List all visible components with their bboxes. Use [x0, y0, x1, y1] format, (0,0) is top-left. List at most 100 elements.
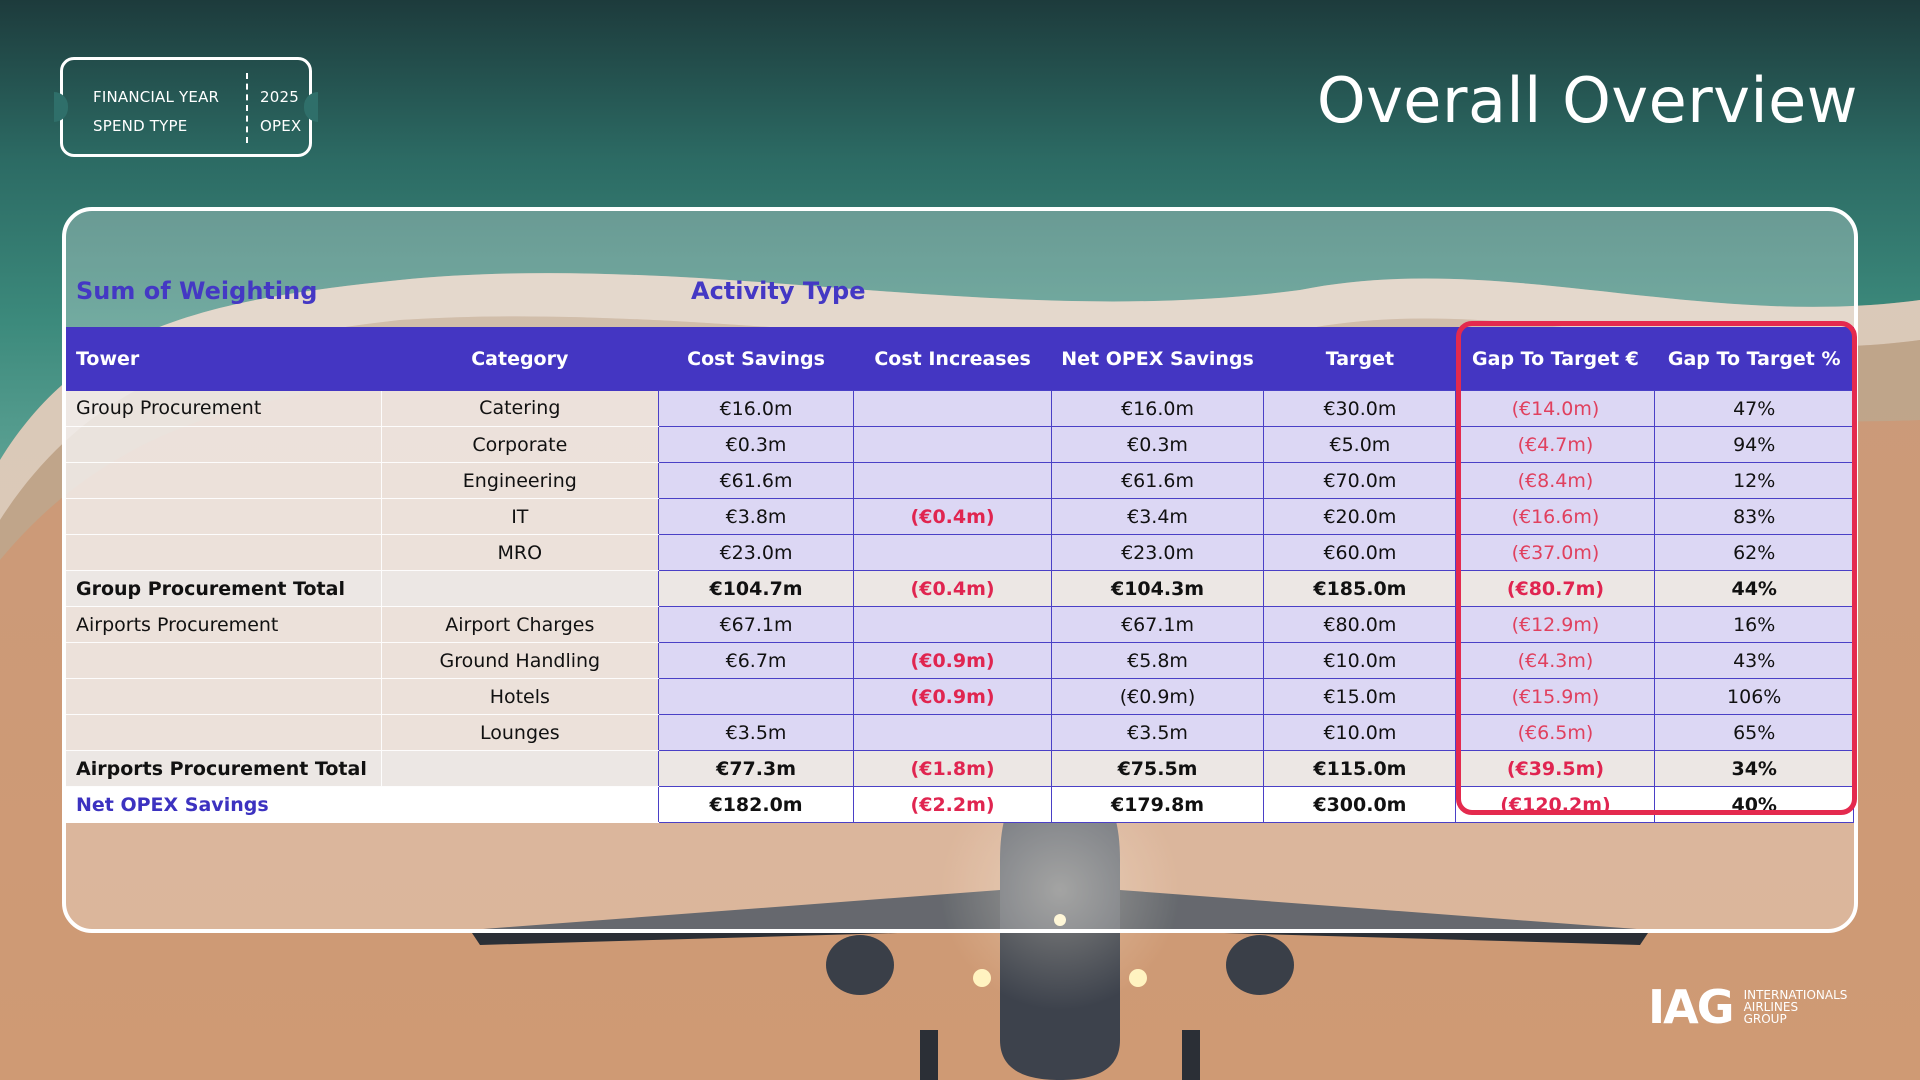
header-target[interactable]: Target [1263, 327, 1456, 391]
header-category[interactable]: Category [381, 327, 659, 391]
tower-total-cell[interactable]: Group Procurement Total [66, 570, 382, 607]
spend-type-value[interactable]: OPEX [260, 117, 302, 135]
gap-eur-cell: (€4.3m) [1455, 642, 1656, 679]
iag-logo: IAG INTERNATIONALS AIRLINES GROUP [1648, 980, 1847, 1034]
category-cell [380, 570, 659, 607]
header-tower[interactable]: Tower [66, 327, 382, 391]
gap-eur-cell: (€39.5m) [1455, 750, 1656, 787]
net-opex-cell: €23.0m [1050, 534, 1265, 571]
cost-savings-cell: €3.5m [657, 714, 855, 751]
cost-increases-cell [853, 462, 1052, 499]
category-cell[interactable]: Corporate [380, 426, 659, 463]
category-cell[interactable]: Ground Handling [380, 642, 659, 679]
table-row: Corporate €0.3m €0.3m €5.0m (€4.7m) 94% [66, 426, 1854, 463]
logo-text: INTERNATIONALS AIRLINES GROUP [1744, 989, 1848, 1025]
net-opex-cell: €61.6m [1050, 462, 1265, 499]
category-cell[interactable]: Airport Charges [380, 606, 659, 643]
tower-cell[interactable] [66, 678, 382, 715]
category-cell[interactable]: Lounges [380, 714, 659, 751]
page-title: Overall Overview [1316, 64, 1858, 137]
cost-increases-cell: (€0.4m) [853, 498, 1052, 535]
target-cell: €30.0m [1263, 390, 1457, 427]
gap-eur-cell: (€12.9m) [1455, 606, 1656, 643]
gap-eur-cell: (€15.9m) [1455, 678, 1656, 715]
target-cell: €20.0m [1263, 498, 1457, 535]
cost-increases-cell: (€0.9m) [853, 642, 1052, 679]
grand-total-label[interactable]: Net OPEX Savings [66, 786, 382, 823]
column-field-label: Activity Type [691, 277, 866, 305]
tower-cell[interactable] [66, 642, 382, 679]
table-row: MRO €23.0m €23.0m €60.0m (€37.0m) 62% [66, 534, 1854, 571]
financial-year-value[interactable]: 2025 [260, 88, 299, 106]
filter-badge: FINANCIAL YEAR 2025 SPEND TYPE OPEX [54, 57, 318, 157]
tower-cell[interactable] [66, 426, 382, 463]
category-cell[interactable]: Catering [380, 390, 659, 427]
gap-pct-cell: 47% [1654, 390, 1854, 427]
category-cell[interactable]: MRO [380, 534, 659, 571]
target-cell: €10.0m [1263, 642, 1457, 679]
gap-eur-cell: (€16.6m) [1455, 498, 1656, 535]
cost-increases-cell [853, 606, 1052, 643]
logo-line-2: AIRLINES [1743, 1000, 1799, 1014]
gap-pct-cell: 40% [1654, 786, 1854, 823]
gap-pct-cell: 94% [1654, 426, 1854, 463]
cost-increases-cell [853, 426, 1052, 463]
header-cost-increases[interactable]: Cost Increases [853, 327, 1052, 391]
tower-cell[interactable]: Airports Procurement [66, 606, 382, 643]
tower-total-cell[interactable]: Airports Procurement Total [66, 750, 382, 787]
badge-notch-right [304, 92, 318, 122]
cost-savings-cell [657, 678, 855, 715]
cost-savings-cell: €0.3m [657, 426, 855, 463]
gap-eur-cell: (€80.7m) [1455, 570, 1656, 607]
cost-increases-cell [853, 714, 1052, 751]
target-cell: €5.0m [1263, 426, 1457, 463]
tower-cell[interactable] [66, 714, 382, 751]
table-row: Lounges €3.5m €3.5m €10.0m (€6.5m) 65% [66, 714, 1854, 751]
cost-increases-cell: (€0.4m) [853, 570, 1052, 607]
table-row: Hotels (€0.9m) (€0.9m) €15.0m (€15.9m) 1… [66, 678, 1854, 715]
table-row: Group Procurement Catering €16.0m €16.0m… [66, 390, 1854, 427]
cost-increases-cell: (€2.2m) [853, 786, 1052, 823]
tower-cell[interactable] [66, 498, 382, 535]
tower-cell[interactable] [66, 462, 382, 499]
target-cell: €15.0m [1263, 678, 1457, 715]
gap-pct-cell: 62% [1654, 534, 1854, 571]
cost-savings-cell: €23.0m [657, 534, 855, 571]
gap-pct-cell: 16% [1654, 606, 1854, 643]
net-opex-cell: €179.8m [1050, 786, 1265, 823]
table-row: Ground Handling €6.7m (€0.9m) €5.8m €10.… [66, 642, 1854, 679]
cost-increases-cell: (€1.8m) [853, 750, 1052, 787]
category-cell[interactable]: Hotels [380, 678, 659, 715]
badge-divider [246, 73, 248, 143]
tower-cell[interactable] [66, 534, 382, 571]
category-cell [380, 786, 659, 823]
subtotal-row: Group Procurement Total €104.7m (€0.4m) … [66, 570, 1854, 607]
spend-type-label: SPEND TYPE [93, 117, 188, 135]
header-cost-savings[interactable]: Cost Savings [658, 327, 854, 391]
category-cell [380, 750, 659, 787]
target-cell: €70.0m [1263, 462, 1457, 499]
header-gap-eur[interactable]: Gap To Target € [1455, 327, 1655, 391]
net-opex-cell: €5.8m [1050, 642, 1265, 679]
net-opex-cell: €67.1m [1050, 606, 1265, 643]
net-opex-cell: €3.5m [1050, 714, 1265, 751]
target-cell: €115.0m [1263, 750, 1457, 787]
subtotal-row: Airports Procurement Total €77.3m (€1.8m… [66, 750, 1854, 787]
target-cell: €80.0m [1263, 606, 1457, 643]
table-row: IT €3.8m (€0.4m) €3.4m €20.0m (€16.6m) 8… [66, 498, 1854, 535]
net-opex-cell: €75.5m [1050, 750, 1265, 787]
category-cell[interactable]: Engineering [380, 462, 659, 499]
gap-eur-cell: (€37.0m) [1455, 534, 1656, 571]
target-cell: €300.0m [1263, 786, 1457, 823]
cost-savings-cell: €67.1m [657, 606, 855, 643]
tower-cell[interactable]: Group Procurement [66, 390, 382, 427]
logo-mark: IAG [1648, 980, 1734, 1034]
target-cell: €10.0m [1263, 714, 1457, 751]
row-field-label: Sum of Weighting [76, 277, 318, 305]
cost-savings-cell: €182.0m [657, 786, 855, 823]
header-gap-pct[interactable]: Gap To Target % [1654, 327, 1854, 391]
header-net-opex-savings[interactable]: Net OPEX Savings [1051, 327, 1264, 391]
net-opex-cell: €104.3m [1050, 570, 1265, 607]
category-cell[interactable]: IT [380, 498, 659, 535]
financial-year-label: FINANCIAL YEAR [93, 88, 220, 106]
